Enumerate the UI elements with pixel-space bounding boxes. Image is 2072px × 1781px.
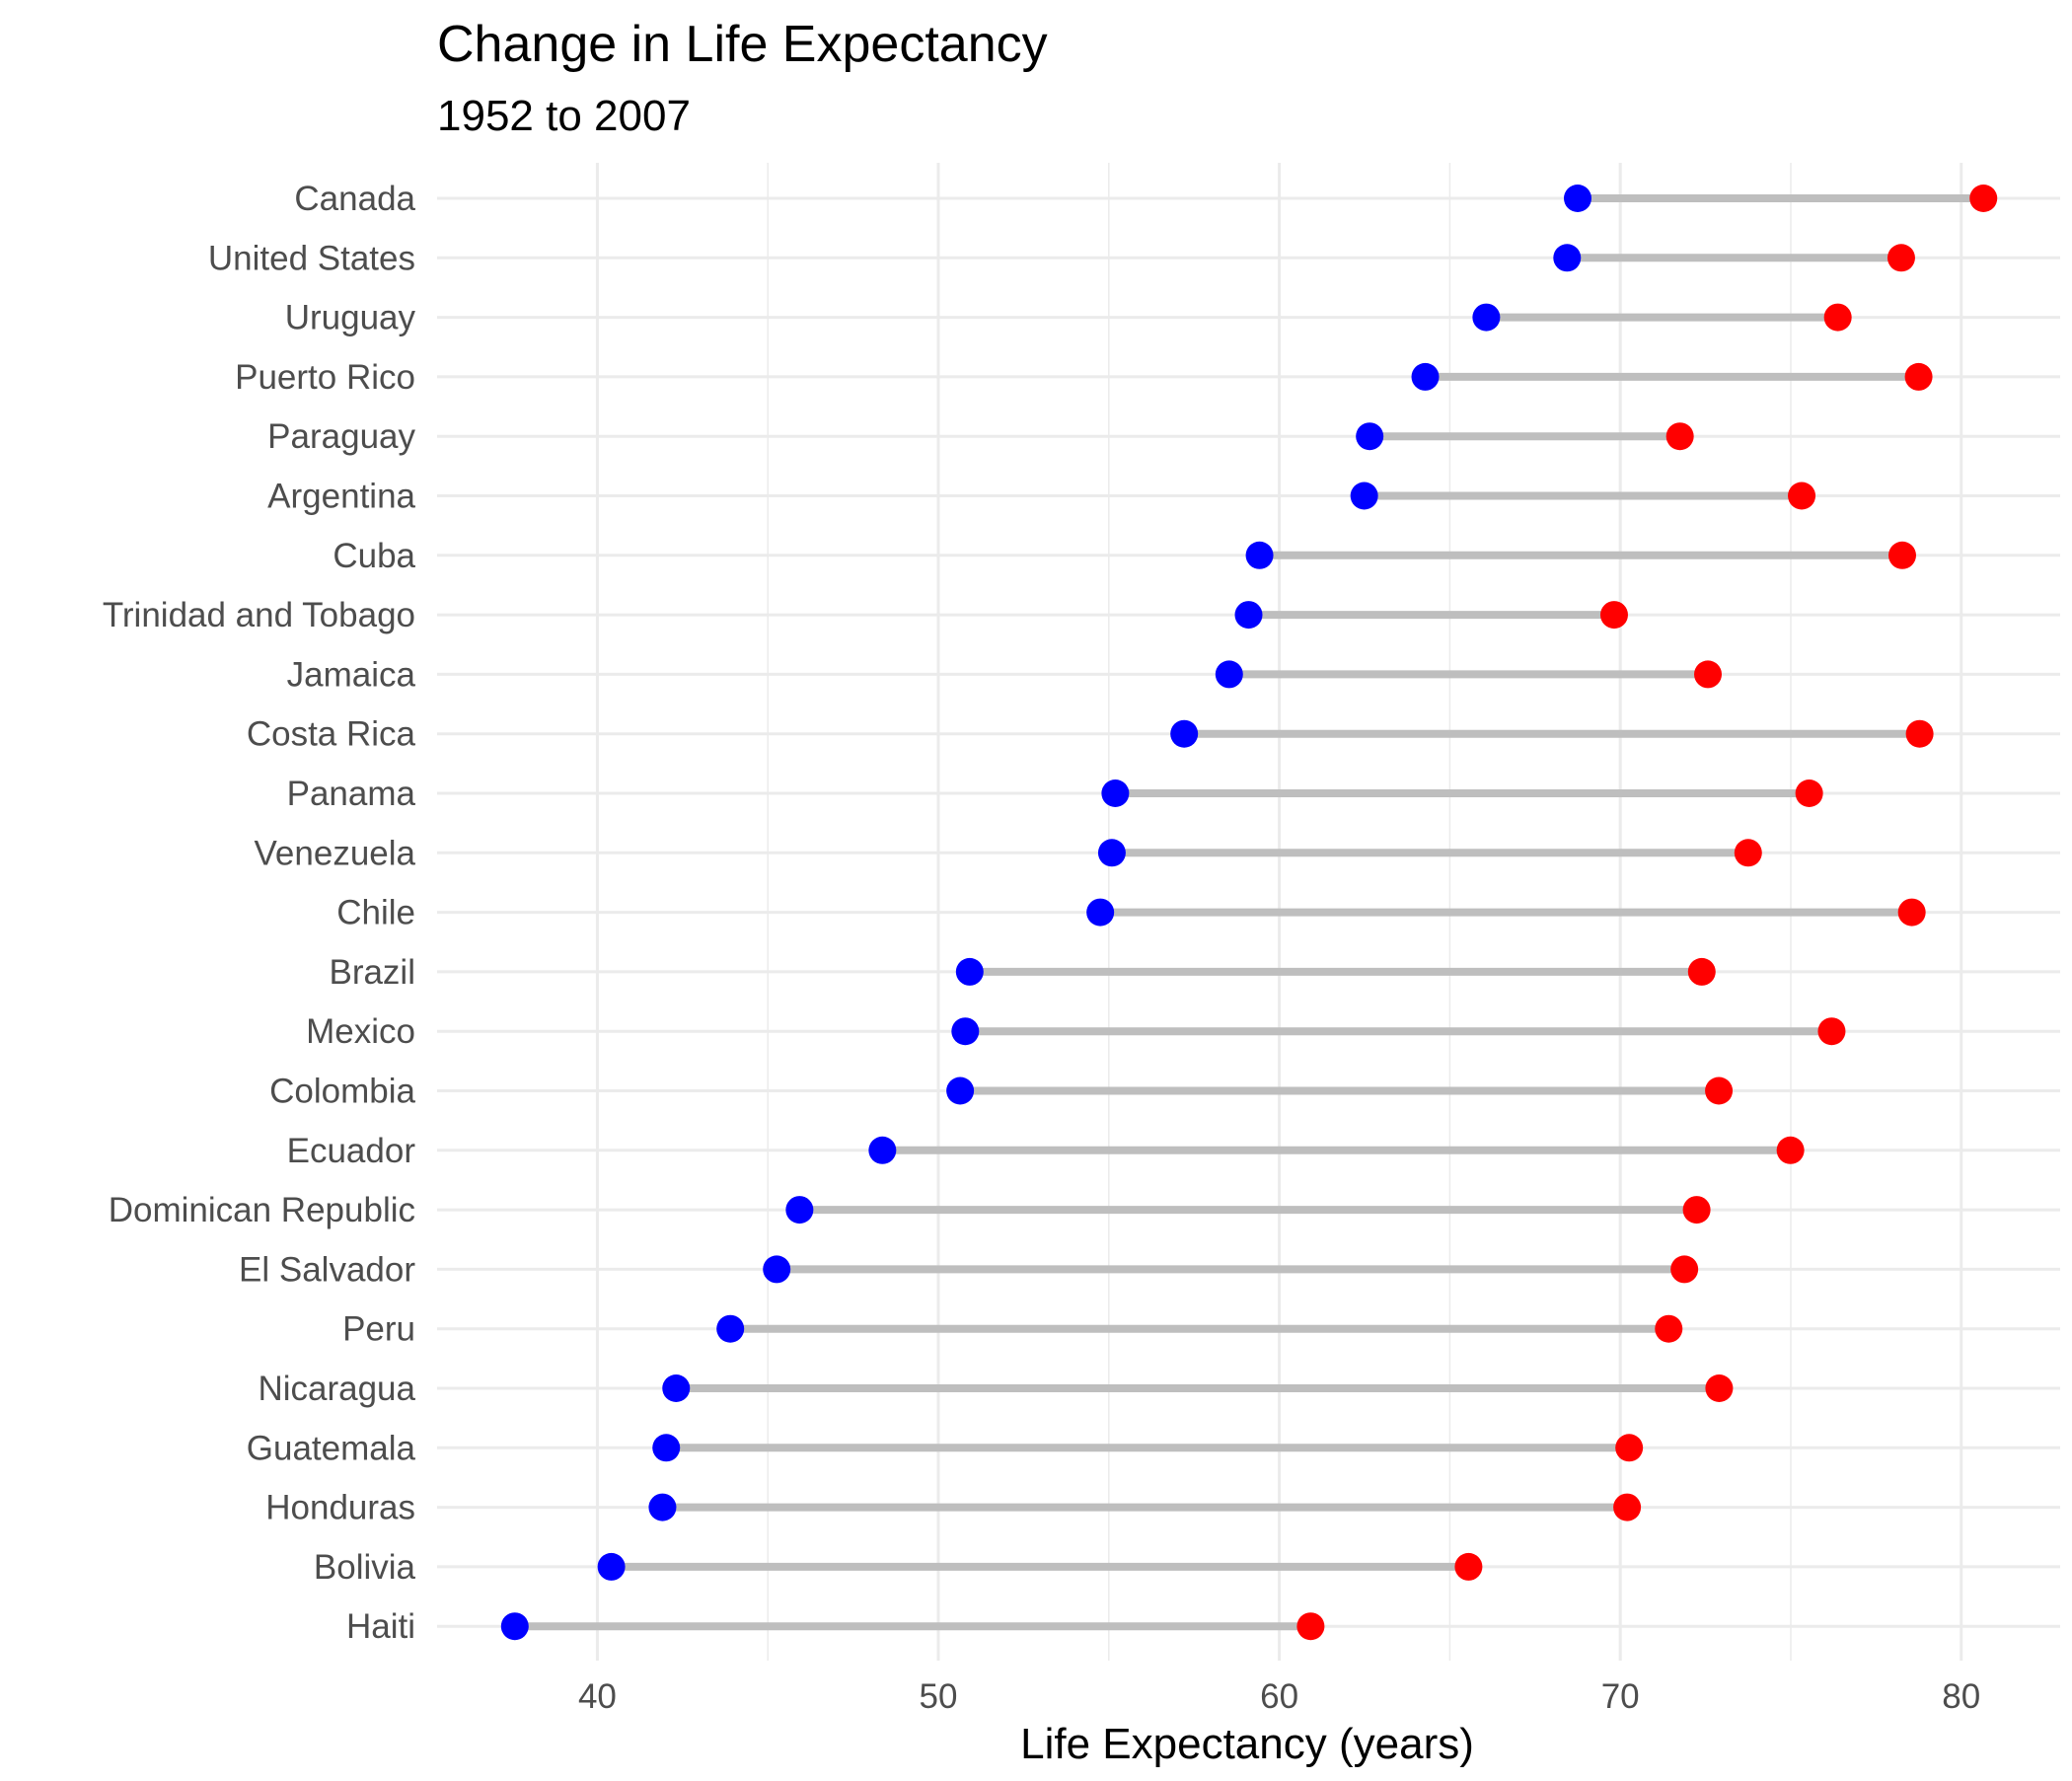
start-point <box>1411 362 1440 391</box>
category-label: Chile <box>336 894 415 932</box>
end-point <box>1454 1552 1483 1581</box>
start-point <box>1215 660 1243 689</box>
category-label: Costa Rica <box>247 715 416 754</box>
category-label: Puerto Rico <box>235 358 415 397</box>
category-label: Ecuador <box>287 1132 416 1170</box>
start-point <box>1245 541 1274 569</box>
end-point <box>1655 1314 1683 1343</box>
start-point <box>716 1314 745 1343</box>
category-label: Bolivia <box>314 1548 416 1587</box>
end-point <box>1705 1076 1734 1105</box>
end-point <box>1670 1255 1699 1284</box>
category-label: Jamaica <box>287 655 416 694</box>
category-label: Uruguay <box>285 299 416 337</box>
start-point <box>1097 839 1126 867</box>
end-point <box>1969 185 1998 212</box>
category-label: Mexico <box>306 1012 415 1051</box>
category-label: Brazil <box>329 953 415 992</box>
category-label: United States <box>208 239 415 277</box>
start-point <box>597 1552 626 1581</box>
end-point <box>1615 1434 1644 1462</box>
category-label: Paraguay <box>267 417 415 456</box>
x-tick-label: 80 <box>1942 1677 1980 1716</box>
end-point <box>1613 1493 1642 1521</box>
end-point <box>1705 1374 1734 1402</box>
category-label: Honduras <box>265 1489 415 1527</box>
end-point <box>1897 898 1926 927</box>
segments <box>514 194 1984 1631</box>
y-axis-labels: Canada United States Uruguay Puerto Rico Par… <box>103 180 416 1646</box>
end-point <box>1776 1136 1805 1164</box>
chart-title: Change in Life Expectancy <box>437 16 1048 73</box>
start-point <box>1472 303 1501 332</box>
end-point <box>1817 1017 1846 1046</box>
category-label: Nicaragua <box>258 1370 415 1408</box>
x-tick-label: 50 <box>920 1677 958 1716</box>
end-point <box>1734 839 1762 867</box>
category-label: Haiti <box>346 1607 415 1646</box>
x-tick-label: 60 <box>1260 1677 1298 1716</box>
end-point <box>1823 303 1852 332</box>
category-label: El Salvador <box>239 1250 415 1289</box>
start-point <box>662 1374 691 1402</box>
category-label: Cuba <box>333 537 415 575</box>
start-point <box>648 1493 677 1521</box>
end-point <box>1887 244 1915 272</box>
end-point <box>1687 957 1716 986</box>
chart-subtitle: 1952 to 2007 <box>437 92 691 140</box>
end-point <box>1887 541 1916 569</box>
start-point <box>763 1255 791 1284</box>
category-label: Dominican Republic <box>109 1191 415 1229</box>
end-point <box>1905 719 1934 748</box>
end-point <box>1599 601 1628 630</box>
end-point <box>1904 362 1933 391</box>
end-point <box>1682 1196 1711 1224</box>
end-point <box>1665 422 1694 451</box>
start-point <box>1563 185 1591 212</box>
end-point <box>1795 779 1823 807</box>
start-point <box>1101 779 1130 807</box>
start-point <box>1356 422 1384 451</box>
start-point <box>1086 898 1115 927</box>
x-tick-label: 70 <box>1601 1677 1640 1716</box>
start-point <box>1350 482 1378 510</box>
end-point <box>1694 660 1723 689</box>
category-label: Venezuela <box>255 834 416 872</box>
start-point <box>1553 244 1582 272</box>
end-point <box>1788 482 1816 510</box>
x-axis-ticks: 40 50 60 70 80 <box>578 1677 1980 1716</box>
start-point <box>951 1017 980 1046</box>
start-point <box>946 1076 975 1105</box>
category-label: Trinidad and Tobago <box>103 596 415 634</box>
start-point <box>500 1612 529 1641</box>
category-label: Canada <box>294 180 415 218</box>
start-point <box>652 1434 681 1462</box>
category-label: Colombia <box>269 1073 415 1111</box>
category-label: Guatemala <box>247 1429 416 1467</box>
end-points <box>1296 185 1998 1641</box>
start-point <box>1170 719 1199 748</box>
category-label: Argentina <box>267 478 415 516</box>
category-label: Panama <box>287 775 416 813</box>
start-point <box>955 957 984 986</box>
start-point <box>1234 601 1263 630</box>
x-tick-label: 40 <box>578 1677 617 1716</box>
end-point <box>1296 1612 1325 1641</box>
x-axis-title: Life Expectancy (years) <box>1020 1720 1474 1768</box>
category-label: Peru <box>342 1310 415 1349</box>
start-points <box>500 185 1591 1641</box>
start-point <box>785 1196 814 1224</box>
start-point <box>868 1136 897 1164</box>
